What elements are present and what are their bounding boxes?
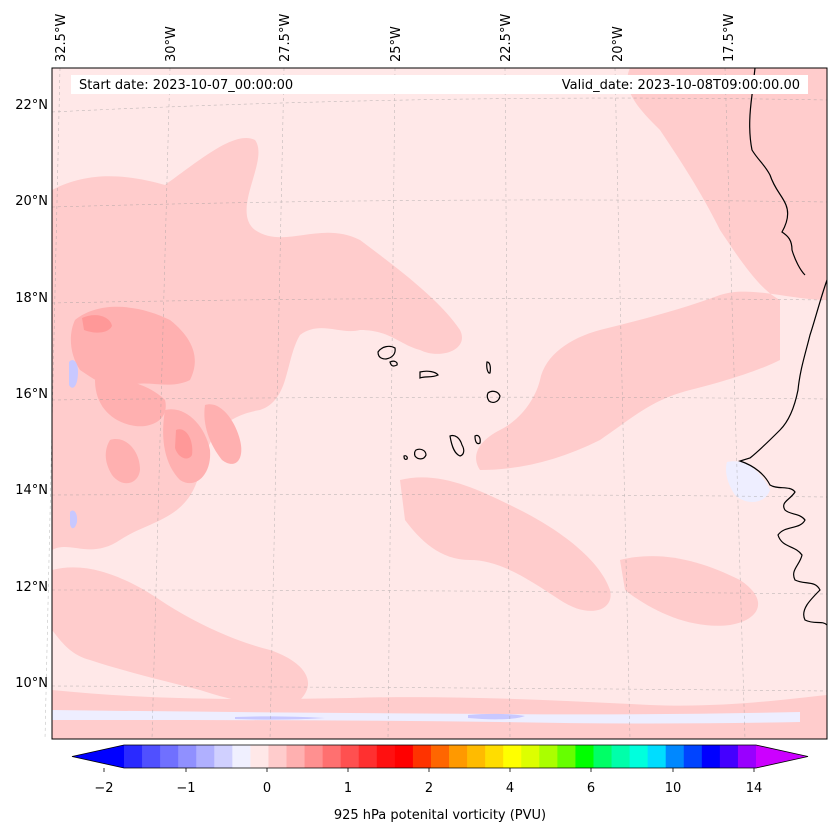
colorbar-extend-max: [756, 745, 808, 768]
pv-region-medium-blue: [235, 716, 325, 720]
lat-label: 20°N: [15, 194, 48, 209]
coastlines: [377, 67, 828, 626]
colorbar-extend-min: [72, 745, 124, 768]
colorbar-segment: [557, 745, 576, 768]
colorbar-segment: [485, 745, 504, 768]
date-info-box: [71, 75, 808, 94]
colorbar-segment: [160, 745, 179, 768]
island-santo-antao: [377, 345, 396, 360]
lon-label: 22.5°W: [499, 13, 514, 62]
colorbar-segment: [358, 745, 378, 768]
pv-region-light-red: [620, 556, 759, 626]
pv-region-medium-blue: [69, 360, 78, 388]
map-frame: [51, 67, 828, 740]
lon-label: 30°W: [164, 26, 179, 62]
island-brava: [403, 455, 408, 460]
lat-label: 16°N: [15, 387, 48, 402]
lon-label: 32.5°W: [54, 13, 69, 62]
pv-region-medium-red: [95, 378, 166, 427]
colorbar-segment: [178, 745, 197, 768]
africa-coastline: [738, 279, 828, 626]
colorbar-segment: [250, 745, 269, 768]
island-santiago: [449, 434, 465, 457]
colorbar-segment: [268, 745, 288, 768]
colorbar-segment: [394, 745, 414, 768]
colorbar: [71, 744, 809, 772]
pv-region-medium-red: [105, 439, 140, 484]
colorbar-title: 925 hPa potenital vorticity (PVU): [333, 808, 547, 823]
colorbar-segment: [593, 745, 613, 768]
african-coast-north: [749, 67, 806, 276]
colorbar-segment: [232, 745, 251, 768]
colorbar-segment: [683, 745, 703, 768]
colorbar-tick-label: 4: [505, 781, 515, 796]
colorbar-segment: [521, 745, 540, 768]
colorbar-segment: [322, 745, 342, 768]
colorbar-segment: [701, 745, 721, 768]
pv-region-medium-blue: [70, 510, 78, 529]
colorbar-tick-label: 10: [664, 781, 682, 796]
lat-label: 18°N: [15, 291, 48, 306]
island-boa-vista: [486, 390, 501, 403]
lon-label: 27.5°W: [278, 13, 293, 62]
colorbar-tick-label: −1: [176, 781, 196, 796]
colorbar-segment: [196, 745, 215, 768]
colorbar-segment: [430, 745, 450, 768]
colorbar-tick-label: −2: [94, 781, 114, 796]
lon-label: 25°W: [389, 26, 404, 62]
colorbar-segment: [719, 745, 739, 768]
pv-region-light-red: [400, 477, 611, 611]
island-sal: [486, 361, 491, 374]
pv-region-light-red: [52, 138, 462, 550]
colorbar-outline: [71, 744, 809, 769]
island-maio: [474, 434, 481, 445]
colorbar-segment: [665, 745, 685, 768]
colorbar-segment: [214, 745, 233, 768]
colorbar-segment: [142, 745, 161, 768]
colorbar-segment: [611, 745, 631, 768]
colorbar-tick-label: 14: [745, 781, 763, 796]
pv-region-medium-blue: [468, 713, 525, 720]
lon-label: 20°W: [611, 26, 626, 62]
lat-label: 14°N: [15, 483, 48, 498]
pv-region-light-red: [476, 68, 827, 470]
colorbar-segment: [286, 745, 306, 768]
lon-label: 17.5°W: [722, 13, 737, 62]
colorbar-segment: [340, 745, 360, 768]
colorbar-segment: [575, 745, 594, 768]
colorbar-tick-label: 0: [262, 781, 272, 796]
island-fogo: [413, 448, 427, 460]
pv-contours: [52, 68, 827, 739]
colorbar-segment: [629, 745, 649, 768]
gridlines: [44, 67, 828, 740]
colorbar-segment: [124, 745, 143, 768]
colorbar-segment: [503, 745, 522, 768]
pv-region-light-red: [52, 567, 309, 705]
colorbar-tick-label: 2: [424, 781, 434, 796]
lat-label: 22°N: [15, 98, 48, 113]
pv-region-medium-red: [204, 404, 242, 464]
island-sao-nicolau: [419, 370, 439, 379]
colorbar-segment: [376, 745, 396, 768]
pv-region-strong-red: [82, 315, 112, 333]
colorbar-tick-label: 1: [343, 781, 353, 796]
colorbar-segment: [539, 745, 558, 768]
colorbar-segment: [647, 745, 667, 768]
colorbar-segment: [467, 745, 486, 768]
lat-label: 12°N: [15, 580, 48, 595]
pv-region-light-blue: [52, 710, 800, 724]
valid-date-label: Valid_date: 2023-10-08T09:00:00.00: [561, 78, 800, 93]
island-sao-vicente: [389, 360, 398, 367]
colorbar-tick-label: 6: [586, 781, 596, 796]
lat-label: 10°N: [15, 676, 48, 691]
colorbar-segment: [449, 745, 468, 768]
start-date-label: Start date: 2023-10-07_00:00:00: [79, 78, 294, 93]
pv-region-strong-red: [175, 429, 193, 459]
colorbar-segment: [304, 745, 324, 768]
colorbar-segment: [412, 745, 432, 768]
colorbar-segment: [737, 745, 757, 768]
